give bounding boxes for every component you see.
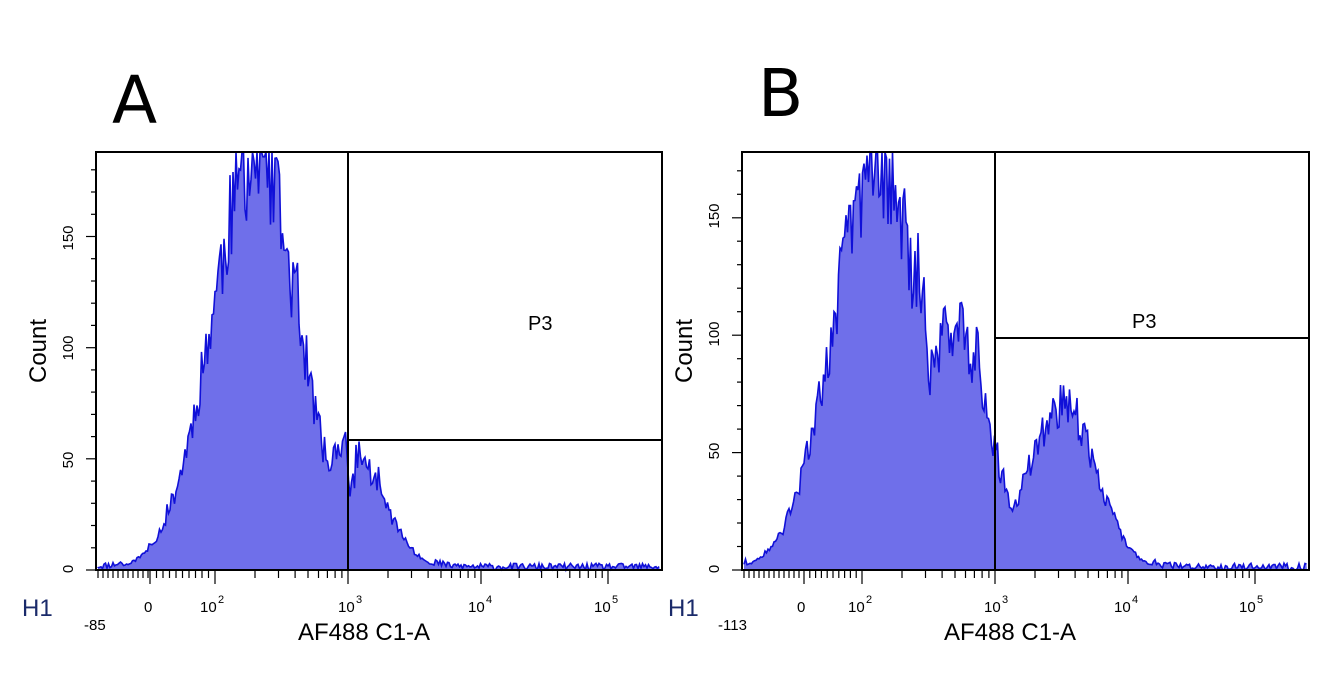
x-minor-ticks-a bbox=[97, 570, 609, 584]
x-tick-sup-b-2: 3 bbox=[1002, 594, 1008, 606]
x-axis-label-b: AF488 C1-A bbox=[944, 619, 1076, 646]
x-tick-sup-a-3: 4 bbox=[486, 594, 492, 606]
x-min-label-b: -113 bbox=[718, 617, 747, 634]
histogram-outline-1 bbox=[743, 150, 1307, 572]
y-tick-label-b-3: 150 bbox=[706, 203, 723, 228]
plot-frame-a bbox=[95, 151, 663, 571]
plot-frame-b bbox=[741, 151, 1310, 571]
panel-letter-b: B bbox=[758, 55, 803, 132]
y-axis-label-b: Count bbox=[671, 319, 698, 383]
histogram-fill-0 bbox=[98, 152, 660, 570]
x-tick-label-a-3: 10 bbox=[468, 599, 485, 616]
x-tick-label-a-2: 10 bbox=[338, 599, 355, 616]
x-axis-label-a: AF488 C1-A bbox=[298, 619, 430, 646]
y-ticks-b bbox=[732, 170, 742, 571]
panel-a: A P3 0 50 100 150 Count H1 -85 0 10 2 10… bbox=[22, 62, 663, 646]
x-tick-sup-a-1: 2 bbox=[218, 594, 224, 606]
histogram-fill-1 bbox=[744, 152, 1307, 570]
x-tick-label-b-2: 10 bbox=[984, 599, 1001, 616]
gate-label-a: P3 bbox=[528, 313, 552, 335]
x-tick-sup-a-4: 5 bbox=[612, 594, 618, 606]
x-tick-sup-b-3: 4 bbox=[1132, 594, 1138, 606]
y-ticks-a bbox=[86, 169, 96, 571]
x-tick-label-b-1: 10 bbox=[848, 599, 865, 616]
y-axis-label-a: Count bbox=[25, 319, 52, 383]
y-tick-label-b-1: 50 bbox=[706, 443, 723, 460]
histogram-outline-0 bbox=[97, 151, 660, 573]
histogram-a bbox=[97, 151, 660, 573]
x-tick-label-b-4: 10 bbox=[1239, 599, 1256, 616]
x-tick-label-a-4: 10 bbox=[594, 599, 611, 616]
panel-b: B P3 0 50 100 150 Count H1 -113 0 10 2 1… bbox=[668, 55, 1310, 646]
x-tick-sup-b-1: 2 bbox=[866, 594, 872, 606]
histogram-b bbox=[743, 150, 1307, 572]
gate-label-b: P3 bbox=[1132, 311, 1156, 333]
x-min-label-a: -85 bbox=[84, 617, 106, 634]
x-tick-sup-a-2: 3 bbox=[356, 594, 362, 606]
panel-letter-a: A bbox=[112, 62, 157, 139]
x-tick-label-b-0: 0 bbox=[797, 599, 805, 616]
corner-label-b: H1 bbox=[668, 595, 699, 622]
x-tick-label-a-1: 10 bbox=[200, 599, 217, 616]
y-tick-label-b-2: 100 bbox=[706, 321, 723, 346]
x-tick-label-a-0: 0 bbox=[144, 599, 152, 616]
y-tick-label-a-0: 0 bbox=[60, 565, 77, 573]
y-tick-label-a-1: 50 bbox=[60, 452, 77, 469]
x-minor-ticks-b bbox=[743, 570, 1256, 584]
y-tick-label-a-3: 150 bbox=[60, 225, 77, 250]
y-tick-label-b-0: 0 bbox=[706, 565, 723, 573]
x-tick-label-b-3: 10 bbox=[1114, 599, 1131, 616]
y-tick-label-a-2: 100 bbox=[60, 335, 77, 360]
x-tick-sup-b-4: 5 bbox=[1257, 594, 1263, 606]
corner-label-a: H1 bbox=[22, 595, 53, 622]
